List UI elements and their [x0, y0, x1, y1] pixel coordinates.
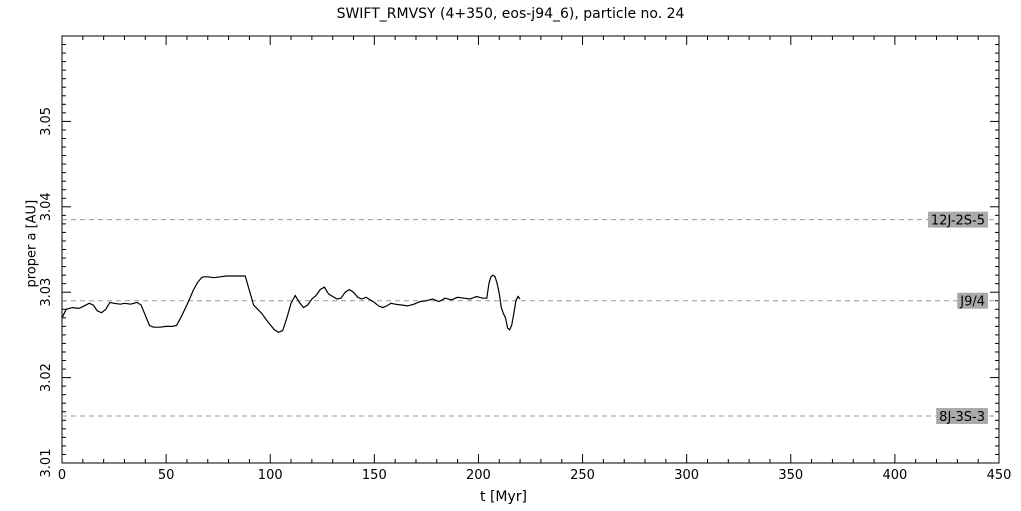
resonance-label-text: J9/4 — [959, 295, 985, 310]
x-tick-label: 100 — [258, 468, 283, 483]
resonance-label-bg — [936, 408, 988, 425]
y-tick-label: 3.04 — [39, 192, 54, 221]
x-tick-label: 400 — [882, 468, 907, 483]
y-tick-label: 3.03 — [39, 278, 54, 307]
x-tick-label: 150 — [362, 468, 387, 483]
plot-frame — [61, 35, 1000, 464]
resonance-lines — [62, 219, 999, 417]
resonance-label: 12J-2S-5 — [927, 211, 988, 229]
x-tick-label: 50 — [158, 468, 175, 483]
series-line — [61, 274, 521, 333]
x-tick-label: 350 — [778, 468, 803, 483]
y-tick-label: 3.01 — [39, 449, 54, 478]
y-axis-label: proper a [AU] — [24, 199, 40, 288]
x-tick-label: 450 — [987, 468, 1012, 483]
y-tick-label: 3.02 — [39, 363, 54, 392]
x-tick-label: 200 — [466, 468, 491, 483]
x-tick-label: 300 — [674, 468, 699, 483]
x-axis-label: t [Myr] — [480, 489, 527, 505]
y-tick-label: 3.05 — [39, 107, 54, 136]
x-tick-label: 250 — [570, 468, 595, 483]
chart-title: SWIFT_RMVSY (4+350, eos-j94_6), particle… — [336, 6, 685, 22]
resonance-labels: 12J-2S-5 J9/4 8J-3S-3 — [927, 211, 988, 425]
resonance-label: 8J-3S-3 — [936, 408, 988, 425]
resonance-label: J9/4 — [957, 292, 988, 310]
resonance-label-bg — [927, 211, 988, 228]
plot-axes: 0 50 100 150 200 250 300 350 400 450 3.01 3.02 3.03 3… — [39, 35, 1012, 483]
resonance-label-text: 8J-3S-3 — [939, 410, 985, 425]
series-layer — [61, 274, 521, 333]
x-tick-label: 0 — [58, 468, 66, 483]
resonance-label-bg — [957, 292, 988, 309]
resonance-label-text: 12J-2S-5 — [931, 214, 985, 229]
